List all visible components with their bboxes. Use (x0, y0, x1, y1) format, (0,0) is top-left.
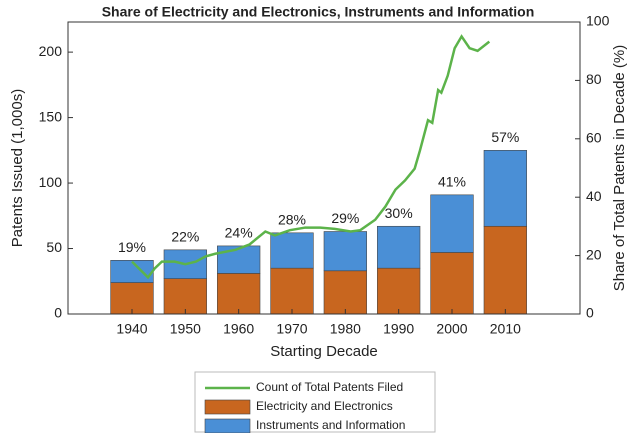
legend-label: Electricity and Electronics (256, 399, 393, 413)
x-tick-label: 1950 (170, 321, 201, 337)
y2-tick-label: 60 (586, 130, 602, 146)
bar (110, 260, 154, 283)
y-tick-label: 200 (39, 43, 63, 59)
x-tick-label: 2000 (436, 321, 467, 337)
bar (270, 232, 314, 269)
bar (483, 150, 527, 227)
y-tick-label: 0 (54, 305, 62, 321)
y2-tick-label: 80 (586, 71, 602, 87)
bar (483, 225, 527, 315)
data-label: 24% (225, 225, 253, 241)
data-label: 22% (171, 229, 199, 245)
y2-tick-label: 100 (586, 13, 610, 29)
y2-axis-label: Share of Total Patents in Decade (%) (611, 45, 628, 292)
data-label: 29% (331, 210, 359, 226)
bar (270, 267, 314, 315)
data-label: 41% (438, 174, 466, 190)
legend-swatch (204, 418, 251, 434)
bar (377, 267, 421, 315)
legend-label: Count of Total Patents Filed (256, 380, 403, 394)
y2-tick-label: 40 (586, 188, 602, 204)
chart-title: Share of Electricity and Electronics, In… (102, 4, 535, 20)
y-tick-label: 150 (39, 108, 63, 124)
x-axis-label: Starting Decade (270, 343, 378, 360)
x-tick-label: 1960 (223, 321, 254, 337)
x-tick-label: 1970 (276, 321, 307, 337)
bar (323, 231, 367, 272)
x-tick-label: 1940 (116, 321, 147, 337)
bar (163, 278, 207, 315)
x-tick-label: 2010 (490, 321, 521, 337)
y2-tick-label: 20 (586, 246, 602, 262)
line (131, 34, 491, 280)
legend-swatch (204, 399, 251, 415)
bar (217, 245, 261, 274)
data-label: 19% (118, 239, 146, 255)
bar (323, 270, 367, 315)
x-tick-label: 1990 (383, 321, 414, 337)
bar (430, 252, 474, 315)
y-tick-label: 100 (39, 174, 63, 190)
data-label: 30% (385, 205, 413, 221)
bar (217, 273, 261, 315)
data-label: 57% (491, 129, 519, 145)
y-tick-label: 50 (46, 239, 62, 255)
bar (110, 282, 154, 315)
data-label: 28% (278, 212, 306, 228)
legend-label: Instruments and Information (256, 418, 405, 432)
y-axis-label: Patents Issued (1,000s) (9, 89, 26, 247)
plot-frame (67, 21, 581, 315)
y2-tick-label: 0 (586, 305, 594, 321)
x-tick-label: 1980 (330, 321, 361, 337)
bar (377, 225, 421, 269)
bar (430, 194, 474, 253)
